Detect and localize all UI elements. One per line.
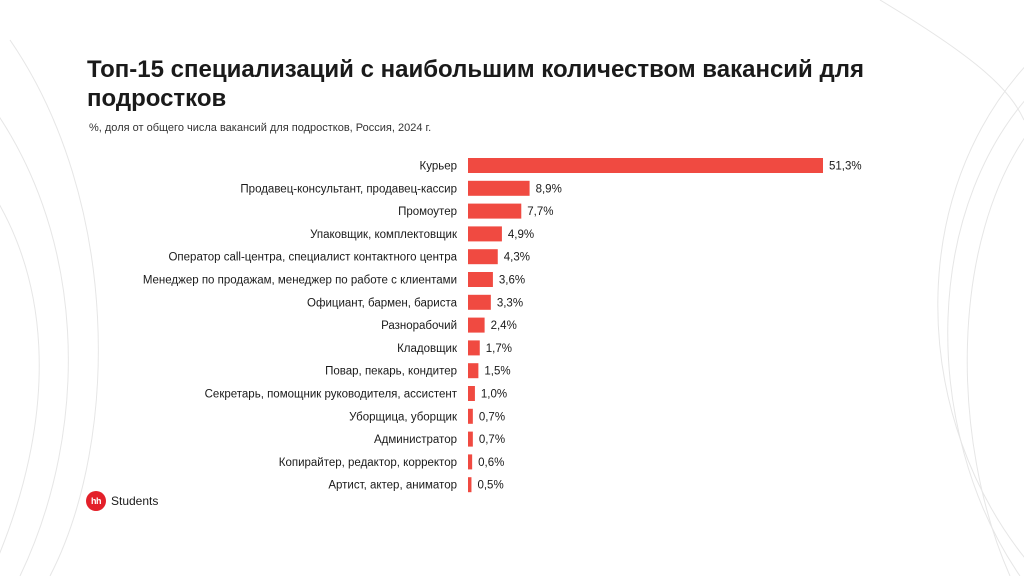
chart-subtitle: %, доля от общего числа вакансий для под… [89,122,432,134]
value-label: 51,3% [829,161,862,173]
value-label: 3,3% [497,297,523,309]
category-label: Администратор [374,434,457,446]
bar [468,294,491,310]
bar [468,226,502,242]
value-label: 1,0% [481,389,507,401]
bar [468,431,473,447]
bar [468,340,480,356]
value-label: 0,7% [479,434,505,446]
value-label: 3,6% [499,275,525,287]
logo-text: Students [111,494,159,508]
hh-logo-icon: hh [86,491,106,511]
category-label: Оператор call-центра, специалист контакт… [168,252,457,264]
category-label: Кладовщик [397,343,458,355]
category-label: Повар, пекарь, кондитер [325,366,457,378]
category-label: Упаковщик, комплектовщик [310,229,458,241]
category-label: Продавец-консультант, продавец-кассир [240,183,457,195]
bar [468,408,473,424]
bar [468,454,473,470]
bar [468,363,479,379]
bar [468,158,823,173]
value-label: 0,5% [477,480,503,492]
bar [468,272,493,287]
bar [468,317,485,333]
category-label: Уборщица, уборщик [349,411,458,423]
hh-students-logo: hh Students [86,491,158,511]
bar [468,203,522,219]
value-label: 0,6% [478,457,504,469]
category-label: Секретарь, помощник руководителя, ассист… [205,389,458,401]
value-label: 4,9% [508,229,534,241]
category-label: Разнорабочий [381,320,457,332]
value-label: 7,7% [527,206,553,218]
value-label: 1,5% [484,366,510,378]
category-label: Копирайтер, редактор, корректор [279,457,457,469]
category-label: Промоутер [398,206,457,218]
value-label: 0,7% [479,411,505,423]
bar [468,180,530,196]
value-label: 2,4% [491,320,517,332]
category-label: Официант, бармен, бариста [307,297,458,309]
bar [468,386,475,401]
category-label: Курьер [420,161,458,173]
category-label: Артист, актер, аниматор [328,480,457,492]
bar [468,477,472,493]
value-label: 8,9% [536,183,562,195]
chart-title: Топ-15 специализаций с наибольшим количе… [87,56,864,112]
bar [468,249,498,265]
value-label: 1,7% [486,343,512,355]
category-label: Менеджер по продажам, менеджер по работе… [143,275,457,287]
value-label: 4,3% [504,252,530,264]
